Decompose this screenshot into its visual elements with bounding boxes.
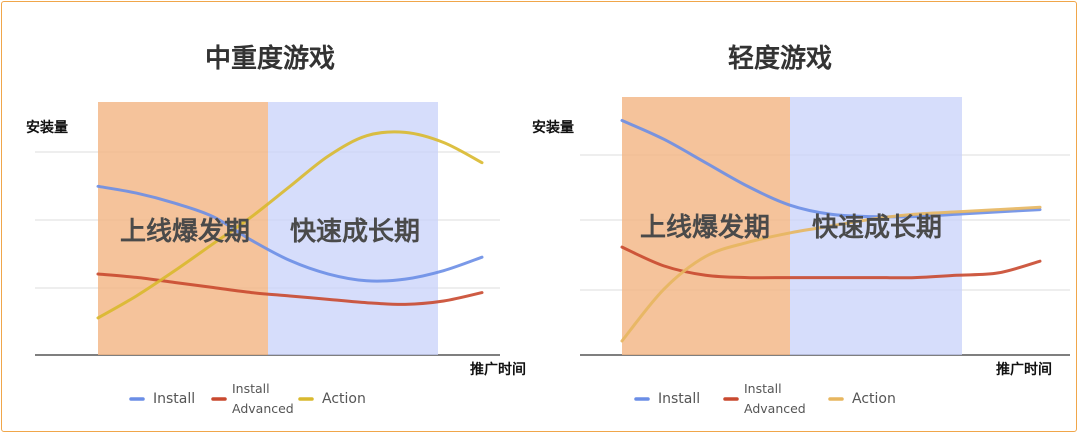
y-axis-label: 安装量 bbox=[532, 119, 574, 136]
phase-band-1 bbox=[98, 102, 268, 355]
legend-label: Action bbox=[852, 391, 896, 407]
series-line-action bbox=[96, 130, 484, 320]
phase-band-1 bbox=[622, 97, 790, 355]
legend-label: Install bbox=[658, 391, 700, 407]
series-line-install bbox=[96, 184, 484, 283]
series-line-install-advanced bbox=[96, 272, 484, 306]
series-line-action bbox=[620, 205, 1042, 343]
chart-title: 轻度游戏 bbox=[728, 43, 832, 74]
phase-label-1: 上线爆发期 bbox=[640, 212, 770, 243]
legend-label: Advanced bbox=[744, 401, 806, 416]
series-line-install-advanced bbox=[620, 245, 1042, 280]
chart-title: 中重度游戏 bbox=[205, 43, 335, 74]
legend-label: Advanced bbox=[232, 401, 294, 416]
series-line-install bbox=[620, 118, 1042, 219]
legend-label: Install bbox=[744, 381, 782, 396]
legend-label: Install bbox=[153, 391, 195, 407]
phase-label-2: 快速成长期 bbox=[290, 217, 420, 247]
phase-band-2 bbox=[790, 97, 962, 355]
legend-label: Action bbox=[322, 391, 366, 407]
y-axis-label: 安装量 bbox=[26, 119, 68, 136]
phase-label-1: 上线爆发期 bbox=[120, 216, 250, 247]
phase-band-2 bbox=[268, 102, 438, 355]
phase-label-2: 快速成长期 bbox=[812, 213, 942, 243]
x-axis-label: 推广时间 bbox=[996, 361, 1052, 378]
legend-label: Install bbox=[232, 381, 270, 396]
x-axis-label: 推广时间 bbox=[470, 361, 526, 378]
